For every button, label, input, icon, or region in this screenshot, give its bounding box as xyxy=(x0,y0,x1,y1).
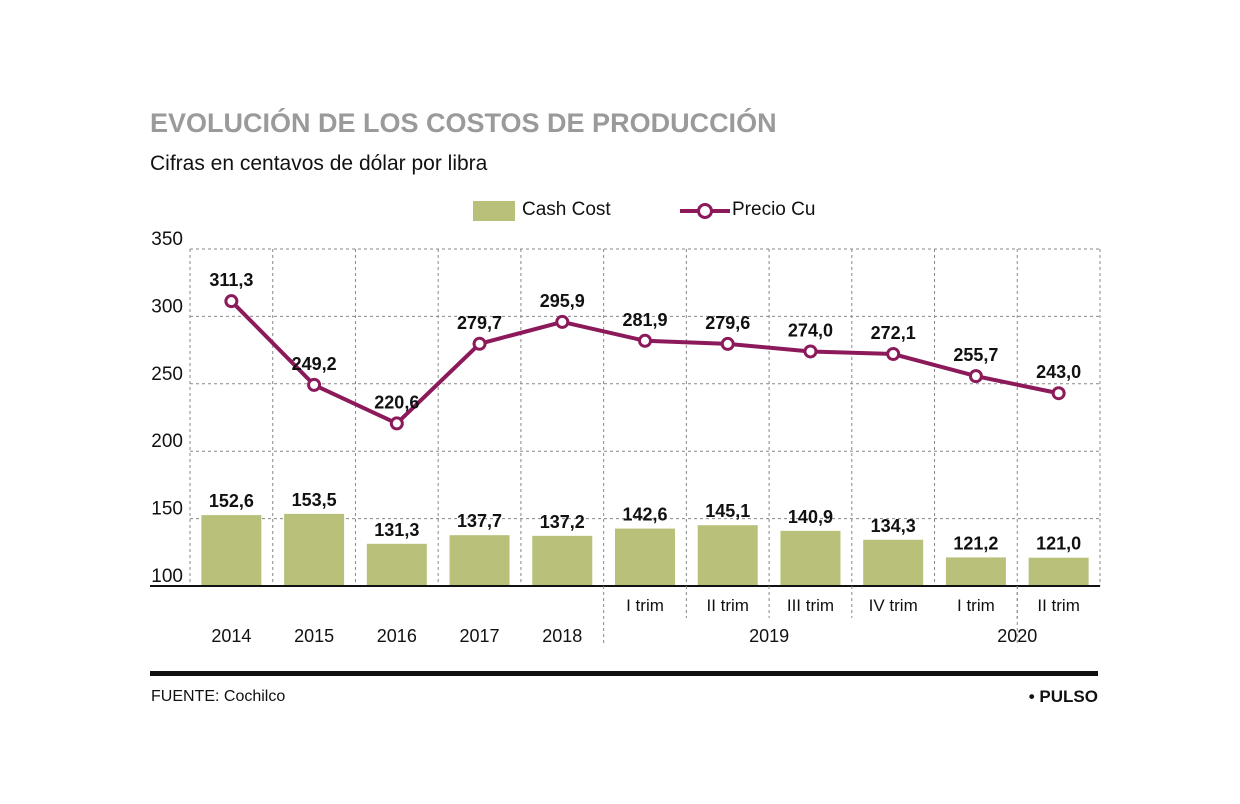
cash-cost-bar xyxy=(780,530,841,586)
cash-cost-bar xyxy=(284,513,345,586)
cash-cost-data-label: 140,9 xyxy=(788,507,833,527)
x-group-label: 2018 xyxy=(542,626,582,646)
precio-cu-data-label: 279,7 xyxy=(457,313,502,333)
cash-cost-bar xyxy=(615,528,675,586)
precio-cu-point xyxy=(224,294,239,309)
legend-precio-cu-marker xyxy=(697,203,713,219)
precio-cu-data-label: 272,1 xyxy=(871,323,916,343)
precio-cu-data-label: 220,6 xyxy=(374,392,419,412)
x-tick-label: I trim xyxy=(957,596,995,615)
y-tick-label: 350 xyxy=(151,229,183,250)
precio-cu-point xyxy=(472,336,487,351)
precio-cu-point xyxy=(555,314,570,329)
x-group-label: 2019 xyxy=(749,626,789,646)
precio-cu-data-label: 274,0 xyxy=(788,320,833,340)
precio-cu-data-label: 311,3 xyxy=(209,270,253,290)
precio-cu-point xyxy=(638,333,652,348)
y-tick-label: 150 xyxy=(151,499,183,520)
precio-cu-data-label: 255,7 xyxy=(953,345,998,365)
precio-cu-data-label: 249,2 xyxy=(292,354,337,374)
cash-cost-bar xyxy=(366,543,427,586)
x-group-label: 2014 xyxy=(211,626,251,646)
cash-cost-data-label: 131,3 xyxy=(374,520,419,540)
precio-cu-point xyxy=(389,416,404,431)
precio-cu-data-label: 295,9 xyxy=(540,291,585,311)
chart-subtitle: Cifras en centavos de dólar por libra xyxy=(150,152,488,175)
x-group-label: 2017 xyxy=(460,626,500,646)
cash-cost-data-label: 121,0 xyxy=(1036,534,1081,554)
cash-cost-data-label: 153,5 xyxy=(292,490,337,510)
cash-cost-bar xyxy=(532,535,593,586)
cash-cost-bar xyxy=(201,515,262,586)
precio-cu-data-label: 279,6 xyxy=(705,313,750,333)
legend-cash-cost-label: Cash Cost xyxy=(522,199,611,220)
legend-cash-cost-swatch xyxy=(473,201,515,221)
cash-cost-data-label: 137,2 xyxy=(540,512,585,532)
cash-cost-bar xyxy=(1028,557,1089,586)
cash-cost-bar xyxy=(945,557,1006,586)
cash-cost-data-label: 152,6 xyxy=(209,491,254,511)
x-tick-label: II trim xyxy=(1037,596,1080,615)
brand-logo: • PULSO xyxy=(1028,687,1098,706)
cash-cost-bar xyxy=(697,525,758,586)
precio-cu-data-label: 281,9 xyxy=(622,310,667,330)
precio-cu-point xyxy=(1051,386,1066,401)
cash-cost-data-label: 142,6 xyxy=(622,505,667,525)
x-tick-label: III trim xyxy=(787,596,834,615)
cash-cost-bar xyxy=(449,535,510,586)
x-tick-label: II trim xyxy=(706,596,749,615)
precio-cu-point xyxy=(803,344,818,359)
legend-precio-cu-label: Precio Cu xyxy=(732,199,816,220)
precio-cu-data-label: 243,0 xyxy=(1036,362,1081,382)
cash-cost-bar xyxy=(863,539,924,586)
precio-cu-point xyxy=(968,369,983,384)
y-tick-label: 250 xyxy=(151,364,183,385)
x-tick-label: IV trim xyxy=(869,596,918,615)
x-group-label: 2016 xyxy=(377,626,417,646)
y-tick-label: 200 xyxy=(151,431,183,452)
y-tick-label: 300 xyxy=(151,296,183,317)
bottom-rule xyxy=(150,671,1098,676)
cash-cost-data-label: 134,3 xyxy=(871,516,916,536)
precio-cu-point xyxy=(307,377,322,392)
cash-cost-data-label: 121,2 xyxy=(953,533,998,553)
precio-cu-point xyxy=(720,336,735,351)
chart-title: EVOLUCIÓN DE LOS COSTOS DE PRODUCCIÓN xyxy=(150,108,777,138)
x-group-label: 2015 xyxy=(294,626,334,646)
precio-cu-point xyxy=(886,347,901,362)
y-tick-label: 100 xyxy=(151,566,183,587)
x-tick-label: I trim xyxy=(626,596,664,615)
source-note: FUENTE: Cochilco xyxy=(151,688,286,705)
cash-cost-data-label: 145,1 xyxy=(705,501,750,521)
cash-cost-data-label: 137,7 xyxy=(457,511,502,531)
